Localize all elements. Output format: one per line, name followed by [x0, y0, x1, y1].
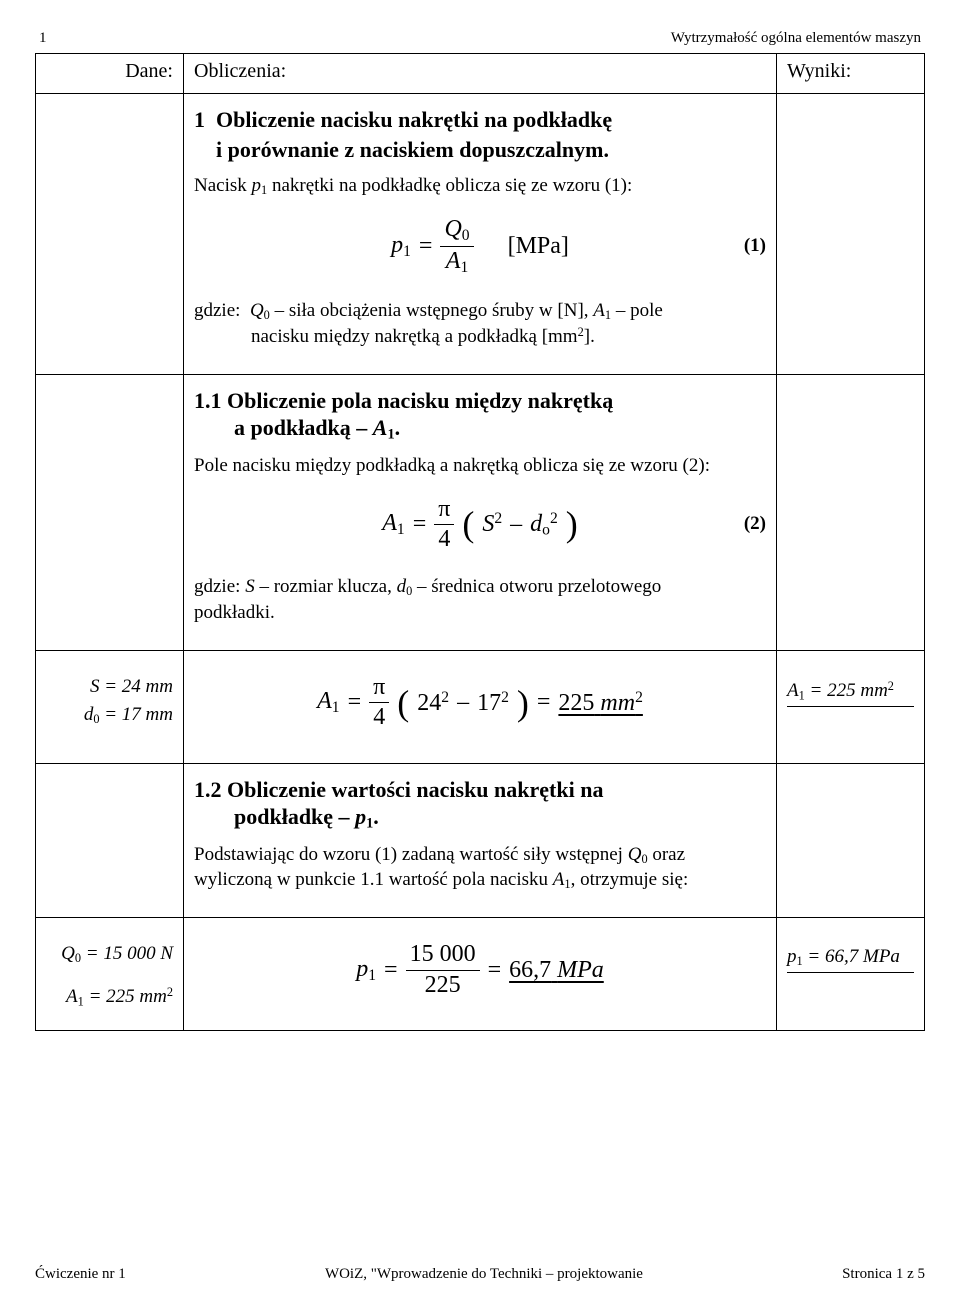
- section-1-heading: 1 Obliczenie nacisku nakrętki na podkład…: [194, 106, 766, 163]
- eqno-2: (2): [744, 513, 766, 535]
- dane-1-2: Q0 = 15 000 N A1 = 225 mm2: [46, 924, 173, 1011]
- row-section-1: 1 Obliczenie nacisku nakrętki na podkład…: [36, 94, 925, 375]
- eqno-1: (1): [744, 235, 766, 257]
- formula-1-2-calc: p1 = 15 000 225 = 66,7 MPa: [194, 942, 766, 998]
- footer-center: WOiZ, "Wprowadzenie do Techniki – projek…: [325, 1266, 643, 1283]
- col-header-obliczenia: Obliczenia:: [184, 54, 777, 94]
- row-section-1-1: 1.1 Obliczenie pola nacisku między nakrę…: [36, 374, 925, 650]
- section-1-1-heading: 1.1 Obliczenie pola nacisku między nakrę…: [194, 387, 766, 445]
- page-title-right: Wytrzymałość ogólna elementów maszyn: [671, 30, 921, 47]
- section-1-2-heading: 1.2 Obliczenie wartości nacisku nakrętki…: [194, 776, 766, 834]
- page-num-left: 1: [39, 30, 47, 47]
- section-1-where: gdzie: Q0 – siła obciążenia wstępnego śr…: [194, 298, 766, 350]
- section-1-2-body: Podstawiając do wzoru (1) zadaną wartość…: [194, 842, 766, 893]
- dane-1-1: S = 24 mm d0 = 17 mm: [46, 657, 173, 730]
- section-1-intro: Nacisk p1 nakrętki na podkładkę oblicza …: [194, 173, 766, 199]
- page-header: 1 Wytrzymałość ogólna elementów maszyn: [35, 30, 925, 47]
- formula-1-1-calc: A1 = π 4 ( 242 – 172 ): [194, 675, 766, 731]
- section-1-1-intro: Pole nacisku między podkładką a nakrętką…: [194, 453, 766, 479]
- wynik-1-2: p1 = 66,7 MPa: [787, 924, 914, 973]
- footer-right: Stronica 1 z 5: [842, 1266, 925, 1283]
- formula-2: A1 = π 4 ( S2 – do2 ): [194, 496, 766, 552]
- footer-left: Ćwiczenie nr 1: [35, 1266, 126, 1283]
- calculation-table: Dane: Obliczenia: Wyniki: 1 Obliczenie n…: [35, 53, 925, 1031]
- row-calc-1-1: S = 24 mm d0 = 17 mm A1 = π 4: [36, 650, 925, 763]
- col-header-dane: Dane:: [36, 54, 184, 94]
- row-section-1-2: 1.2 Obliczenie wartości nacisku nakrętki…: [36, 763, 925, 917]
- formula-1: p1 = Q0 A1 [MPa] (1): [194, 217, 766, 277]
- col-header-wyniki: Wyniki:: [777, 54, 925, 94]
- row-calc-1-2: Q0 = 15 000 N A1 = 225 mm2 p1 = 15 000 2…: [36, 918, 925, 1031]
- section-1-1-where: gdzie: S – rozmiar klucza, d0 – średnica…: [194, 574, 766, 625]
- page-footer: Ćwiczenie nr 1 WOiZ, "Wprowadzenie do Te…: [35, 1266, 925, 1283]
- wynik-1-1: A1 = 225 mm2: [787, 657, 914, 707]
